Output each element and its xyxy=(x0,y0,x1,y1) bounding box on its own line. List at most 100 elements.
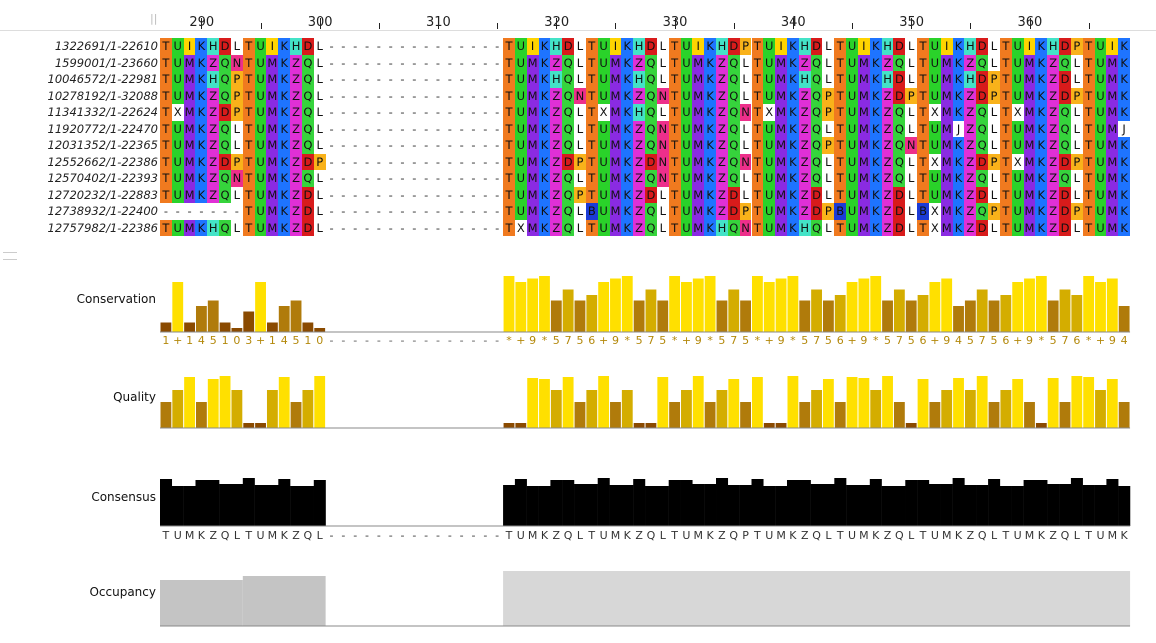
residue-cell[interactable]: M xyxy=(692,71,705,88)
residue-cell[interactable]: L xyxy=(739,170,752,187)
residue-cell[interactable]: Q xyxy=(219,71,231,88)
gap-cell[interactable]: - xyxy=(443,120,456,137)
residue-cell[interactable]: Z xyxy=(207,104,220,121)
gap-cell[interactable]: - xyxy=(361,104,373,121)
residue-cell[interactable]: K xyxy=(952,54,965,71)
residue-cell[interactable]: U xyxy=(846,120,858,137)
residue-cell[interactable]: N xyxy=(656,153,669,170)
residue-cell[interactable]: M xyxy=(1023,87,1036,104)
residue-cell[interactable]: L xyxy=(574,219,586,236)
residue-cell[interactable]: Q xyxy=(893,54,906,71)
residue-cell[interactable]: U xyxy=(846,104,858,121)
residue-cell[interactable]: T xyxy=(1082,54,1095,71)
residue-cell[interactable]: K xyxy=(1035,219,1048,236)
gap-cell[interactable]: - xyxy=(384,203,397,220)
residue-cell[interactable]: Z xyxy=(633,186,646,203)
residue-cell[interactable]: X xyxy=(1011,104,1024,121)
residue-cell[interactable]: M xyxy=(1023,219,1036,236)
residue-cell[interactable]: T xyxy=(668,219,681,236)
gap-cell[interactable]: - xyxy=(361,219,373,236)
residue-cell[interactable]: K xyxy=(621,87,634,104)
residue-cell[interactable]: K xyxy=(869,170,882,187)
residue-cell[interactable]: U xyxy=(171,153,184,170)
residue-cell[interactable]: I xyxy=(183,38,196,55)
gap-cell[interactable]: - xyxy=(384,219,397,236)
residue-cell[interactable]: L xyxy=(822,54,835,71)
residue-cell[interactable]: Q xyxy=(562,219,575,236)
gap-cell[interactable]: - xyxy=(420,219,433,236)
gap-cell[interactable]: - xyxy=(491,153,504,170)
residue-cell[interactable]: T xyxy=(917,153,929,170)
residue-cell[interactable]: Z xyxy=(798,203,811,220)
residue-cell[interactable]: Q xyxy=(810,137,823,154)
residue-cell[interactable]: U xyxy=(846,54,858,71)
residue-cell[interactable]: D xyxy=(645,38,657,55)
residue-cell[interactable]: K xyxy=(1035,71,1048,88)
residue-cell[interactable]: M xyxy=(692,54,705,71)
residue-cell[interactable]: T xyxy=(160,71,172,88)
gap-cell[interactable]: - xyxy=(420,203,433,220)
residue-cell[interactable]: N xyxy=(230,54,243,71)
residue-cell[interactable]: P xyxy=(574,153,586,170)
residue-cell[interactable]: K xyxy=(952,104,965,121)
gap-cell[interactable]: - xyxy=(325,203,338,220)
residue-cell[interactable]: K xyxy=(278,87,291,104)
residue-cell[interactable]: H xyxy=(207,71,220,88)
residue-cell[interactable]: M xyxy=(775,203,787,220)
residue-cell[interactable]: Q xyxy=(301,120,314,137)
residue-cell[interactable]: U xyxy=(1094,186,1107,203)
residue-cell[interactable]: K xyxy=(195,137,208,154)
gap-cell[interactable]: - xyxy=(491,186,504,203)
gap-cell[interactable]: - xyxy=(455,153,468,170)
gap-cell[interactable]: - xyxy=(455,120,468,137)
gap-cell[interactable]: - xyxy=(372,153,385,170)
gap-cell[interactable]: - xyxy=(183,203,196,220)
residue-cell[interactable]: Z xyxy=(633,153,646,170)
residue-cell[interactable]: U xyxy=(597,38,610,55)
gap-cell[interactable]: - xyxy=(337,219,350,236)
residue-cell[interactable]: M xyxy=(609,186,622,203)
residue-cell[interactable]: Z xyxy=(798,170,811,187)
residue-cell[interactable]: Z xyxy=(1047,170,1060,187)
residue-cell[interactable]: U xyxy=(763,71,776,88)
residue-cell[interactable]: H xyxy=(550,38,563,55)
residue-cell[interactable]: K xyxy=(278,54,291,71)
residue-cell[interactable]: Z xyxy=(550,203,563,220)
residue-cell[interactable]: M xyxy=(775,71,787,88)
residue-cell[interactable]: K xyxy=(538,71,551,88)
residue-cell[interactable]: U xyxy=(1094,219,1107,236)
residue-cell[interactable]: T xyxy=(503,137,515,154)
residue-cell[interactable]: U xyxy=(1011,137,1024,154)
gap-cell[interactable]: - xyxy=(230,203,243,220)
panel-divider-handle[interactable] xyxy=(3,252,17,260)
residue-cell[interactable]: L xyxy=(739,71,752,88)
residue-cell[interactable]: U xyxy=(254,170,267,187)
residue-cell[interactable]: M xyxy=(266,137,279,154)
residue-cell[interactable]: L xyxy=(656,186,669,203)
residue-cell[interactable]: K xyxy=(195,120,208,137)
residue-cell[interactable]: M xyxy=(857,104,870,121)
residue-cell[interactable]: U xyxy=(680,71,693,88)
residue-cell[interactable]: Z xyxy=(798,54,811,71)
residue-cell[interactable]: Z xyxy=(716,54,728,71)
residue-cell[interactable]: T xyxy=(585,120,598,137)
residue-cell[interactable]: Z xyxy=(798,87,811,104)
residue-cell[interactable]: K xyxy=(195,170,208,187)
gap-cell[interactable]: - xyxy=(432,38,444,55)
residue-cell[interactable]: T xyxy=(585,38,598,55)
residue-cell[interactable]: K xyxy=(195,38,208,55)
residue-cell[interactable]: K xyxy=(621,203,634,220)
gap-cell[interactable]: - xyxy=(432,219,444,236)
residue-cell[interactable]: U xyxy=(514,137,527,154)
residue-cell[interactable]: T xyxy=(585,219,598,236)
gap-cell[interactable]: - xyxy=(479,137,492,154)
residue-cell[interactable]: X xyxy=(928,153,941,170)
sequence-name[interactable]: 12738932/1-22400 xyxy=(47,204,158,218)
gap-cell[interactable]: - xyxy=(432,137,444,154)
gap-cell[interactable]: - xyxy=(479,203,492,220)
gap-cell[interactable]: - xyxy=(396,186,409,203)
residue-cell[interactable]: M xyxy=(857,120,870,137)
residue-cell[interactable]: K xyxy=(704,104,716,121)
residue-cell[interactable]: T xyxy=(585,71,598,88)
residue-cell[interactable]: L xyxy=(822,219,835,236)
